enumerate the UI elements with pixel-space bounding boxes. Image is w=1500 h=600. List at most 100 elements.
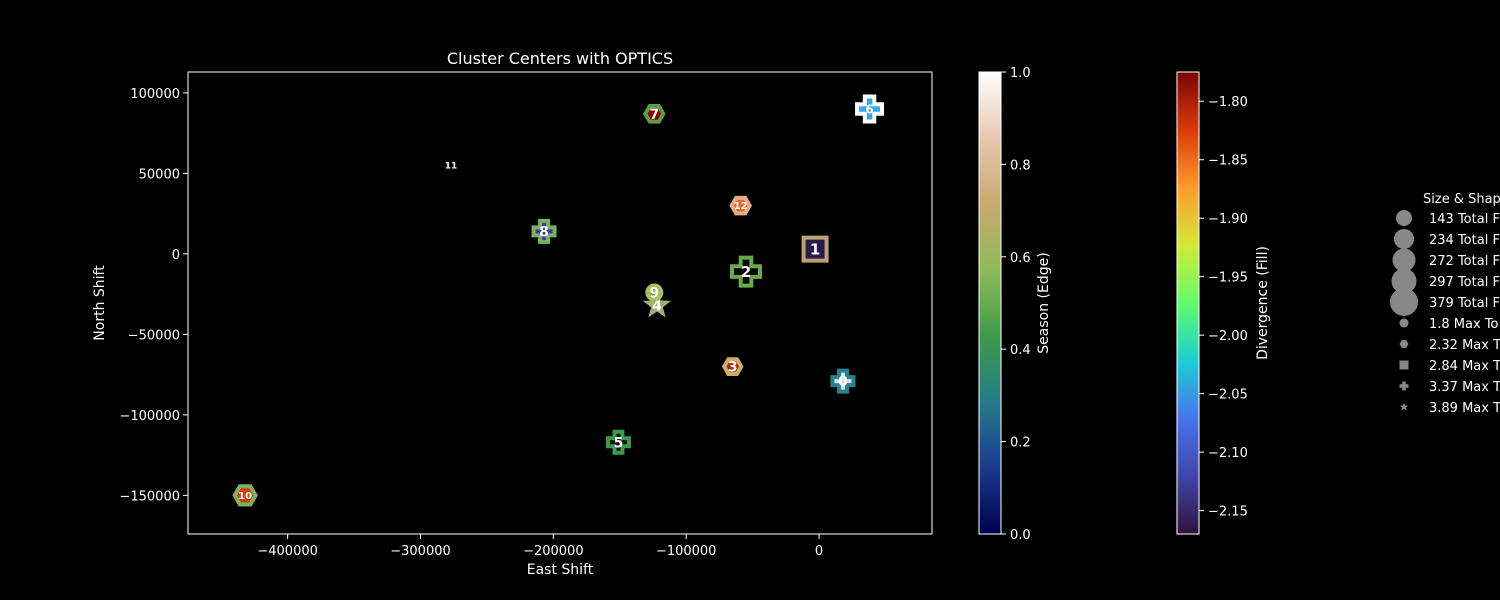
cluster-point-2: 2: [730, 255, 762, 288]
legend-shape-entry: 2.32 Max T: [1399, 338, 1500, 353]
divergence-colorbar-gradient: [1176, 71, 1200, 535]
legend-shape-label: 1.8 Max To: [1429, 317, 1499, 332]
legend-size-marker: [1391, 268, 1417, 294]
y-axis-ticks: −150000 −100000 −50000 0 50000 100000: [119, 87, 188, 504]
y-tick-label: 50000: [139, 167, 180, 182]
legend-size-label: 234 Total F: [1429, 233, 1500, 248]
x-tick-label: −200000: [523, 544, 584, 559]
legend-size-marker: [1396, 210, 1412, 226]
cluster-label: 1: [810, 240, 820, 258]
y-tick-label: −100000: [119, 409, 180, 424]
colorbar-tick-label: 0.6: [1010, 251, 1031, 266]
legend-size-label: 272 Total F: [1429, 254, 1500, 269]
legend-shape-label: 2.32 Max T: [1429, 338, 1500, 353]
cluster-point-4: 4: [642, 290, 671, 318]
cluster-label: 9: [649, 286, 659, 302]
cluster-marker: [605, 429, 631, 455]
cluster-point-7: 7: [643, 104, 666, 124]
x-tick-label: 0: [815, 544, 823, 559]
legend-shape-entry: 1.8 Max To: [1399, 317, 1499, 332]
season-colorbar-label: Season (Edge): [1036, 252, 1052, 353]
cluster-label: 7: [649, 107, 659, 123]
cluster-point-6: 6: [855, 94, 885, 124]
colorbar-tick-label: −2.05: [1208, 388, 1248, 403]
legend-shape-marker: [1399, 402, 1409, 411]
legend-size-label: 143 Total F: [1429, 212, 1500, 227]
plot-area: [187, 71, 933, 535]
cluster-label: 10: [238, 491, 252, 502]
cluster-point-3: 3: [721, 357, 744, 376]
cluster-label: 4: [652, 298, 662, 314]
x-axis-ticks: −400000 −300000 −200000 −100000 0: [257, 534, 823, 559]
legend-title: Size & Shap: [1423, 192, 1500, 207]
colorbar-tick-label: 1.0: [1010, 66, 1031, 81]
y-tick-label: −50000: [128, 328, 180, 343]
x-tick-label: −100000: [656, 544, 717, 559]
season-colorbar-gradient: [978, 71, 1002, 535]
season-colorbar: 0.0 0.2 0.4 0.6 0.8 1.0 Season (Edge): [978, 66, 1052, 543]
legend-shape-marker: [1399, 318, 1409, 328]
cluster-marker: [830, 368, 856, 394]
cluster-marker: [531, 218, 557, 244]
colorbar-tick-label: −2.15: [1208, 505, 1248, 520]
cluster-point-9: 9: [645, 283, 664, 302]
legend-size-entry: 143 Total F: [1396, 210, 1500, 227]
cluster-marker: [444, 158, 458, 172]
cluster-point-0: 0: [830, 368, 856, 394]
season-colorbar-ticks: 0.0 0.2 0.4 0.6 0.8 1.0: [1001, 66, 1031, 543]
cluster-marker: [855, 94, 885, 124]
legend-size-marker: [1390, 288, 1418, 316]
legend-shape-marker: [1399, 340, 1409, 348]
cluster-label: 0: [838, 374, 848, 390]
y-tick-label: −150000: [119, 489, 180, 504]
y-axis-label: North Shift: [92, 265, 108, 341]
legend-shape-label: 2.84 Max T: [1429, 359, 1500, 374]
cluster-marker: [642, 290, 671, 318]
chart-title: Cluster Centers with OPTICS: [447, 49, 673, 68]
cluster-label: 12: [734, 201, 748, 212]
colorbar-tick-label: −1.95: [1208, 271, 1248, 286]
legend-shape-entry: 2.84 Max T: [1399, 359, 1500, 374]
x-axis-label: East Shift: [527, 562, 594, 578]
cluster-label: 8: [539, 224, 549, 240]
cluster-marker: [730, 255, 762, 288]
colorbar-tick-label: −1.80: [1208, 95, 1248, 110]
cluster-marker: [721, 357, 744, 376]
size-shape-legend: Size & Shap 143 Total F 234 Total F 272 To…: [1390, 192, 1500, 416]
legend-size-marker: [1392, 248, 1416, 272]
colorbar-tick-label: −1.90: [1208, 212, 1248, 227]
cluster-marker: [729, 195, 752, 216]
colorbar-tick-label: −1.85: [1208, 154, 1248, 169]
legend-size-entry: 297 Total F: [1391, 268, 1500, 294]
legend-shape-entry: 3.89 Max T: [1399, 401, 1500, 416]
legend-shape-marker: [1399, 381, 1409, 391]
colorbar-tick-label: 0.0: [1010, 528, 1031, 543]
legend-size-entry: 379 Total F: [1390, 288, 1500, 316]
cluster-marker: [643, 104, 666, 124]
cluster-label: 5: [614, 435, 624, 451]
cluster-point-12: 12: [729, 195, 752, 216]
cluster-label: 3: [728, 360, 738, 376]
cluster-label: 11: [445, 162, 458, 172]
legend-size-label: 297 Total F: [1429, 275, 1500, 290]
cluster-marker: [645, 283, 664, 302]
cluster-point-10: 10: [232, 484, 258, 507]
y-tick-label: 0: [172, 248, 180, 263]
cluster-point-11: 11: [444, 158, 458, 172]
cluster-label: 6: [865, 102, 873, 116]
cluster-marker: [232, 484, 258, 507]
cluster-point-8: 8: [531, 218, 557, 244]
legend-shape-marker: [1399, 360, 1409, 370]
legend-shape-entry: 3.37 Max T: [1399, 380, 1500, 395]
cluster-label: 2: [741, 263, 751, 281]
cluster-point-5: 5: [605, 429, 631, 455]
legend-size-label: 379 Total F: [1429, 296, 1500, 311]
colorbar-tick-label: −2.00: [1208, 329, 1248, 344]
legend-size-entry: 234 Total F: [1394, 229, 1500, 249]
legend-shape-label: 3.89 Max T: [1429, 401, 1500, 416]
legend-size-entry: 272 Total F: [1392, 248, 1500, 272]
x-tick-label: −400000: [257, 544, 318, 559]
colorbar-tick-label: 0.8: [1010, 158, 1031, 173]
